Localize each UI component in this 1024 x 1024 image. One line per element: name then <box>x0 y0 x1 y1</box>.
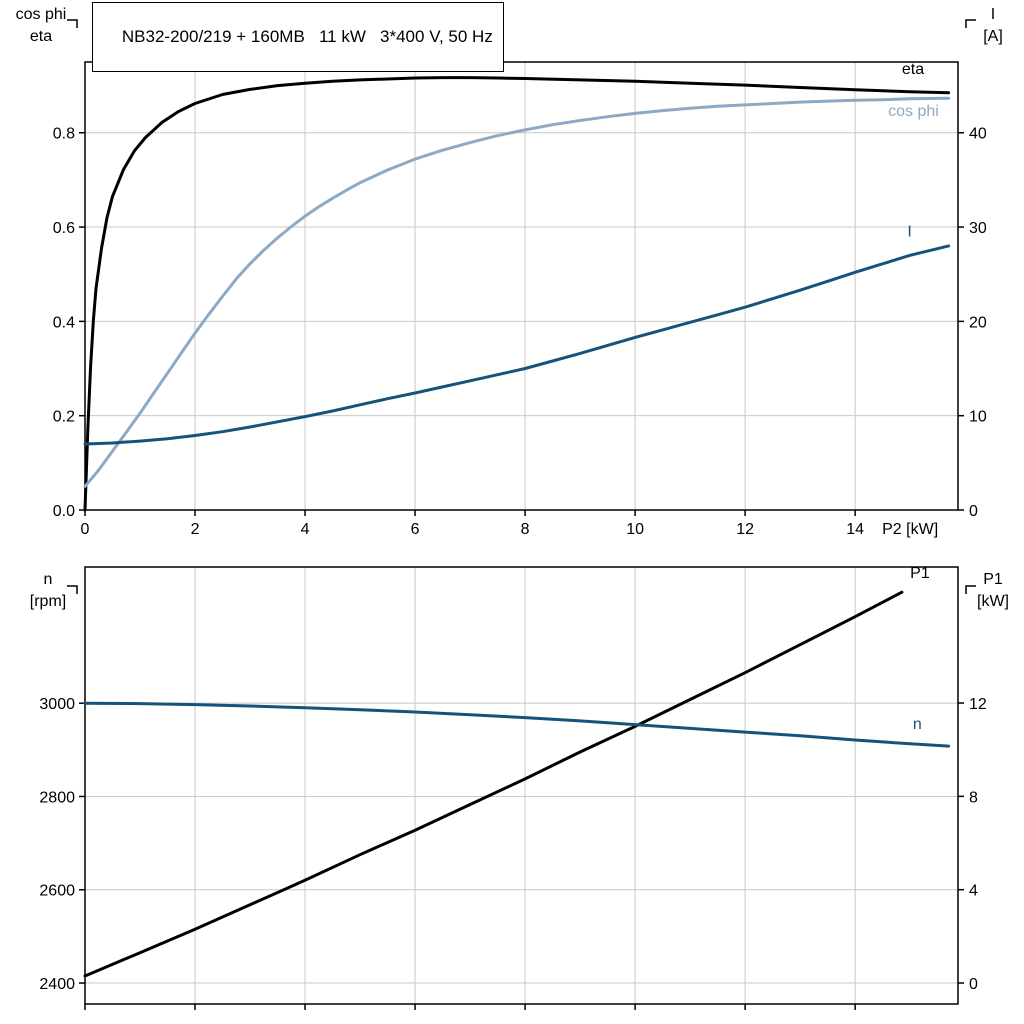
left-axis-unit-rpm: [rpm] <box>29 593 67 610</box>
right-axis-unit-kw: [kW] <box>977 593 1009 610</box>
axis-corner-tick-left <box>67 19 78 28</box>
right-axis-tick-label: 0 <box>969 503 978 520</box>
top-left-axis-unit-label: cos phi eta <box>2 4 80 48</box>
left-axis-tick-label: 2600 <box>39 883 75 900</box>
curve-label-p1: P1 <box>910 565 930 582</box>
chart-title: NB32-200/219 + 160MB 11 kW 3*400 V, 50 H… <box>121 27 493 46</box>
x-axis-title: P2 [kW] <box>882 521 938 538</box>
curve-cos-phi <box>83 96 951 488</box>
left-axis-label-eta: eta <box>29 28 53 45</box>
right-axis-label-p1: P1 <box>983 571 1003 588</box>
curve-label-eta: eta <box>902 61 924 78</box>
x-axis-tick-label: 4 <box>301 521 310 538</box>
curve-label-cos-phi: cos phi <box>888 103 939 120</box>
left-axis-tick-label: 3000 <box>39 696 75 713</box>
left-axis-label-speed: n <box>43 571 53 588</box>
right-axis-tick-label: 8 <box>969 789 978 806</box>
x-axis-tick-label: 6 <box>411 521 420 538</box>
right-axis-tick-label: 40 <box>969 126 987 143</box>
curve-label-current: I <box>907 223 911 240</box>
x-axis-tick-label: 14 <box>846 521 864 538</box>
curve-speed <box>83 701 951 748</box>
chart-title-box: NB32-200/219 + 160MB 11 kW 3*400 V, 50 H… <box>92 2 504 72</box>
right-axis-unit-amps: [A] <box>983 28 1003 45</box>
left-axis-tick-label: 0.0 <box>53 503 75 520</box>
axis-corner-tick-right <box>965 19 976 28</box>
right-axis-tick-label: 30 <box>969 220 987 237</box>
right-axis-tick-label: 10 <box>969 409 987 426</box>
bottom-right-axis-unit-label: P1 [kW] <box>964 569 1022 613</box>
left-axis-tick-label: 0.2 <box>53 409 75 426</box>
x-axis-tick-label: 2 <box>191 521 200 538</box>
x-axis-tick-label: 0 <box>81 521 90 538</box>
left-axis-tick-label: 2400 <box>39 976 75 993</box>
axis-corner-tick-right <box>965 585 976 594</box>
x-axis-tick-label: 8 <box>521 521 530 538</box>
right-axis-tick-label: 4 <box>969 883 978 900</box>
plot-frame-bottom <box>84 566 959 1005</box>
left-axis-tick-label: 0.6 <box>53 220 75 237</box>
curve-p1 <box>83 590 904 978</box>
left-axis-label-cos-phi: cos phi <box>15 6 67 23</box>
curve-current <box>83 244 951 446</box>
bottom-left-axis-unit-label: n [rpm] <box>12 569 84 613</box>
right-axis-tick-label: 12 <box>969 696 987 713</box>
curve-label-speed: n <box>913 716 922 733</box>
right-axis-tick-label: 0 <box>969 976 978 993</box>
left-axis-tick-label: 0.8 <box>53 126 75 143</box>
left-axis-tick-label: 0.4 <box>53 314 75 331</box>
top-right-axis-unit-label: I [A] <box>964 4 1022 48</box>
plot-frame-top <box>84 61 959 511</box>
right-axis-tick-label: 20 <box>969 314 987 331</box>
right-axis-label-current: I <box>990 6 996 23</box>
curve-eta <box>83 76 951 512</box>
x-axis-tick-label: 10 <box>626 521 644 538</box>
x-axis-tick-label: 12 <box>736 521 754 538</box>
axis-corner-tick-left <box>67 585 78 594</box>
left-axis-tick-label: 2800 <box>39 789 75 806</box>
